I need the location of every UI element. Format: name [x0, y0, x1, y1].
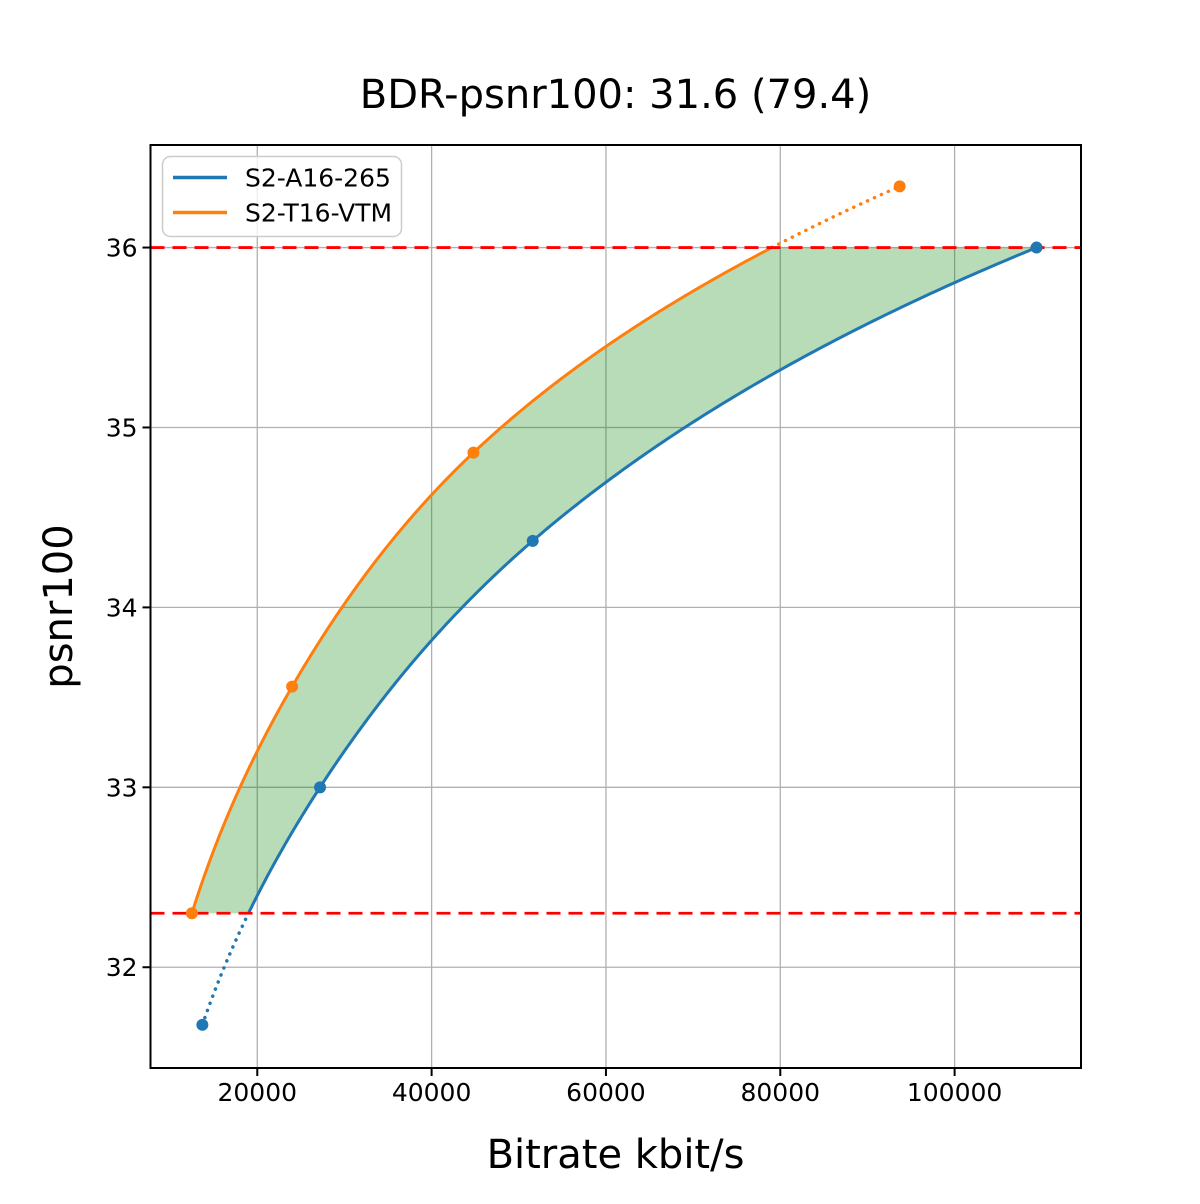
y-tick-label-36: 36 — [106, 234, 138, 263]
x-tick-label-60000: 60000 — [566, 1078, 646, 1107]
plot-border — [149, 144, 1082, 1069]
data-point-marker-s2-a16-265 — [526, 534, 539, 547]
y-axis-label: psnr100 — [36, 524, 82, 688]
x-tick-label-100000: 100000 — [907, 1078, 1002, 1107]
curve-s2-a16-265-dotted — [200, 911, 251, 1027]
data-point-marker-s2-t16-vtm — [467, 446, 480, 459]
data-point-marker-s2-a16-265 — [314, 781, 327, 794]
legend-label-s2-t16-vtm: S2-T16-VTM — [245, 199, 392, 228]
axis-ticks-layer: 20000 40000 60000 80000 100000 32 33 34 35 36 — [106, 234, 1003, 1107]
curve-s2-t16-vtm-solid — [190, 246, 773, 914]
legend: S2-A16-265 S2-T16-VTM — [161, 155, 403, 238]
chart-title: BDR-psnr100: 31.6 (79.4) — [360, 72, 871, 118]
bd-shaded-region — [191, 247, 1037, 914]
x-tick-label-40000: 40000 — [392, 1078, 472, 1107]
curves-layer — [190, 184, 1038, 1027]
y-tick-label-35: 35 — [106, 413, 138, 442]
data-point-marker-s2-t16-vtm — [286, 680, 299, 693]
data-point-markers-layer — [185, 180, 1043, 1031]
y-tick-label-33: 33 — [106, 773, 138, 802]
x-tick-label-80000: 80000 — [741, 1078, 821, 1107]
data-point-marker-s2-a16-265 — [196, 1018, 209, 1031]
overlap-reference-lines-layer — [150, 246, 1081, 915]
curve-s2-a16-265-solid — [247, 246, 1038, 914]
x-tick-label-20000: 20000 — [218, 1078, 298, 1107]
y-tick-label-34: 34 — [106, 593, 138, 622]
legend-label-s2-a16-265: S2-A16-265 — [245, 164, 391, 193]
data-point-marker-s2-t16-vtm — [185, 907, 198, 920]
bd-shaded-region-layer — [191, 247, 1037, 914]
data-point-marker-s2-t16-vtm — [893, 180, 906, 193]
y-tick-label-32: 32 — [106, 953, 138, 982]
data-point-marker-s2-a16-265 — [1030, 241, 1043, 254]
curve-s2-t16-vtm-dotted — [770, 184, 902, 250]
x-axis-label: Bitrate kbit/s — [487, 1132, 745, 1178]
